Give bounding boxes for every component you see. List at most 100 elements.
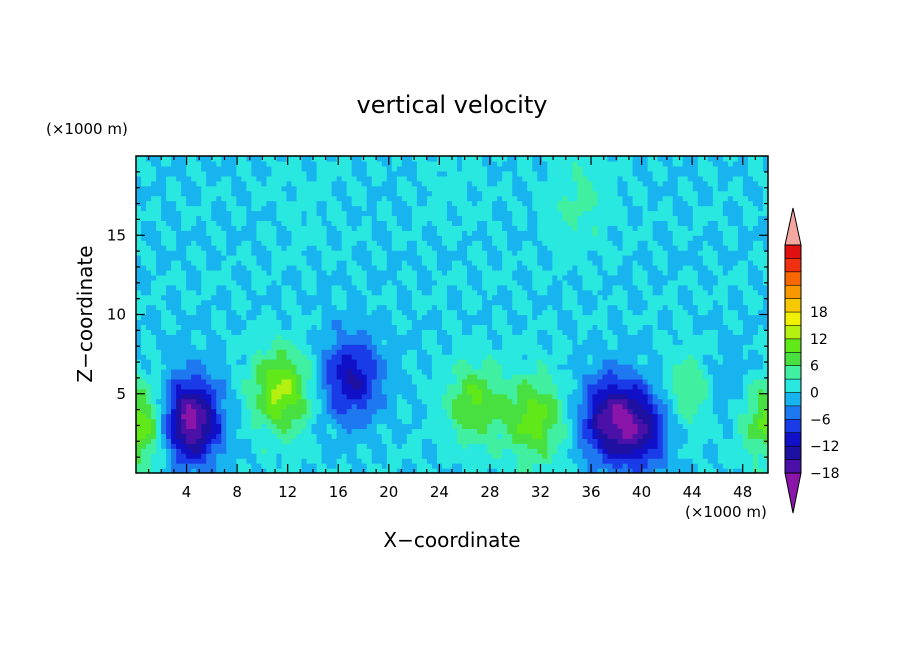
field-cell — [582, 428, 589, 434]
field-cell — [752, 349, 759, 355]
field-cell — [236, 413, 242, 420]
field-cell — [527, 428, 533, 434]
field-cell — [331, 463, 338, 469]
field-cell — [351, 383, 358, 390]
field-cell — [281, 448, 288, 454]
field-cell — [472, 463, 478, 469]
field-cell — [537, 329, 543, 335]
field-cell — [261, 364, 268, 370]
field-cell — [482, 373, 488, 380]
field-cell — [712, 314, 719, 321]
field-cell — [381, 433, 388, 439]
field-cell — [221, 388, 227, 395]
field-cell — [421, 443, 428, 449]
field-cell — [607, 453, 614, 459]
field-cell — [196, 349, 202, 355]
field-cell — [757, 319, 764, 325]
field-cell — [161, 418, 167, 425]
field-cell — [692, 309, 699, 316]
field-cell — [176, 309, 182, 316]
field-cell — [421, 359, 428, 365]
field-cell — [186, 443, 192, 449]
field-cell — [457, 443, 463, 449]
field-cell — [356, 438, 363, 444]
field-cell — [707, 458, 714, 464]
field-cell — [577, 388, 584, 395]
field-cell — [587, 383, 594, 390]
field-cell — [492, 339, 498, 345]
field-cell — [507, 448, 513, 454]
field-cell — [251, 314, 257, 321]
field-cell — [391, 309, 398, 316]
field-cell — [226, 398, 232, 405]
field-cell — [627, 289, 634, 296]
field-cell — [492, 334, 498, 340]
field-cell — [391, 344, 398, 350]
field-cell — [326, 468, 333, 473]
field-cell — [467, 339, 473, 345]
field-cell — [341, 359, 348, 365]
field-cell — [351, 349, 358, 355]
field-cell — [216, 339, 222, 345]
field-cell — [697, 349, 704, 355]
field-cell — [502, 344, 508, 350]
field-cell — [216, 443, 222, 449]
field-cell — [592, 334, 599, 340]
field-cell — [717, 433, 724, 439]
field-cell — [251, 354, 257, 360]
field-cell — [366, 319, 373, 325]
field-cell — [246, 324, 252, 330]
field-cell — [191, 413, 197, 420]
field-cell — [547, 364, 553, 370]
field-cell — [677, 339, 684, 345]
field-cell — [166, 453, 172, 459]
field-cell — [256, 349, 262, 355]
field-cell — [542, 349, 548, 355]
field-cell — [331, 309, 338, 316]
field-cell — [321, 438, 328, 444]
field-cell — [186, 398, 192, 405]
field-cell — [246, 443, 252, 449]
field-cell — [732, 319, 739, 325]
field-cell — [291, 324, 298, 330]
field-cell — [446, 433, 453, 439]
field-cell — [542, 438, 548, 444]
field-cell — [181, 448, 187, 454]
field-cell — [366, 388, 373, 395]
field-cell — [361, 279, 368, 286]
field-cell — [151, 294, 157, 301]
field-cell — [286, 279, 293, 286]
field-cell — [296, 388, 303, 395]
field-cell — [552, 468, 558, 473]
field-cell — [582, 378, 589, 385]
field-cell — [396, 428, 403, 434]
field-cell — [271, 388, 278, 395]
field-cell — [431, 468, 438, 473]
field-cell — [166, 289, 172, 296]
field-cell — [732, 359, 739, 365]
field-cell — [512, 368, 518, 375]
field-cell — [341, 324, 348, 330]
field-cell — [762, 334, 768, 340]
field-cell — [191, 458, 197, 464]
field-cell — [411, 349, 418, 355]
field-cell — [502, 299, 508, 306]
field-cell — [381, 448, 388, 454]
field-cell — [336, 418, 343, 425]
field-cell — [136, 324, 142, 330]
field-cell — [582, 339, 589, 345]
field-cell — [151, 304, 157, 311]
field-cell — [271, 393, 278, 400]
field-cell — [742, 289, 749, 296]
field-cell — [141, 393, 147, 400]
field-cell — [436, 453, 443, 459]
field-cell — [737, 408, 744, 415]
field-cell — [697, 453, 704, 459]
field-cell — [381, 378, 388, 385]
field-cell — [321, 368, 328, 375]
field-cell — [607, 339, 614, 345]
field-cell — [261, 443, 268, 449]
field-cell — [346, 463, 353, 469]
field-cell — [171, 453, 177, 459]
field-cell — [642, 468, 649, 473]
